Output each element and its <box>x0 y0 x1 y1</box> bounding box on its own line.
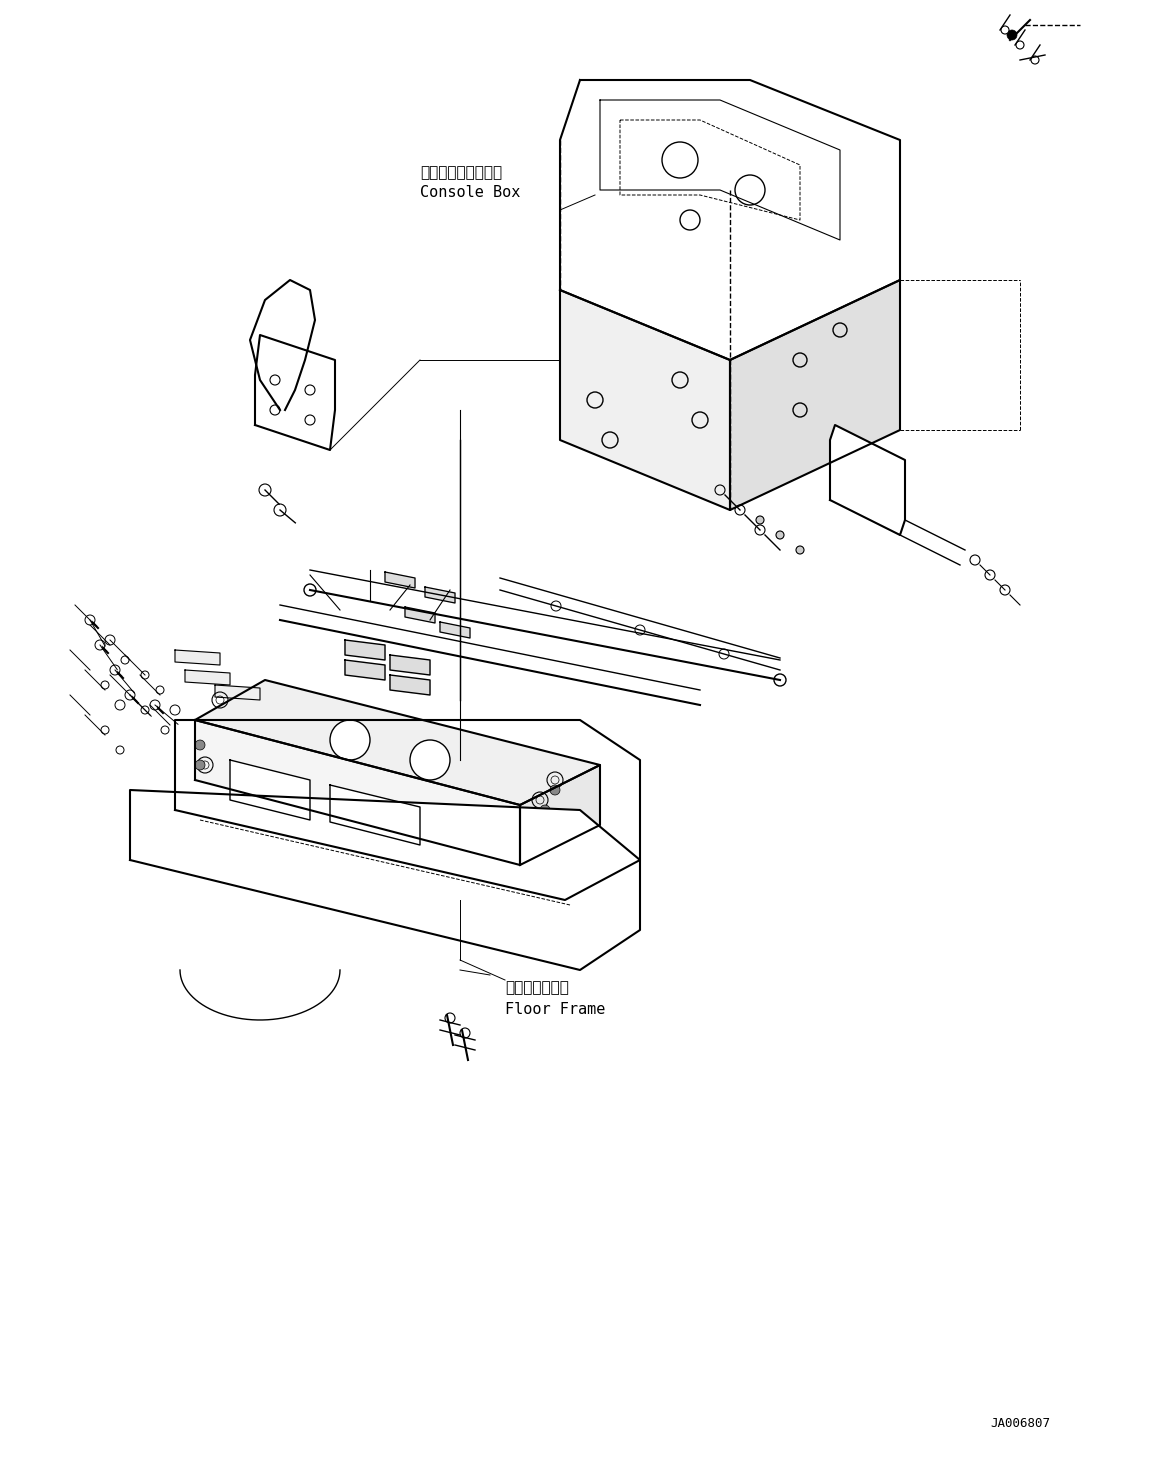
Circle shape <box>101 726 109 734</box>
Polygon shape <box>390 656 430 675</box>
Circle shape <box>170 705 180 715</box>
Polygon shape <box>195 680 600 804</box>
Circle shape <box>160 726 169 734</box>
Polygon shape <box>405 607 435 623</box>
Circle shape <box>540 804 550 815</box>
Polygon shape <box>345 639 385 660</box>
Polygon shape <box>424 587 455 603</box>
Polygon shape <box>440 622 470 638</box>
Circle shape <box>1016 41 1023 50</box>
Circle shape <box>116 746 124 753</box>
Circle shape <box>101 680 109 689</box>
Circle shape <box>121 656 129 664</box>
Circle shape <box>330 720 370 761</box>
Polygon shape <box>520 765 600 864</box>
Circle shape <box>776 531 784 539</box>
Text: コンソールボックス: コンソールボックス <box>420 165 502 180</box>
Circle shape <box>115 699 124 710</box>
Circle shape <box>85 615 95 625</box>
Text: JA006807: JA006807 <box>990 1418 1050 1429</box>
Polygon shape <box>230 761 311 821</box>
Circle shape <box>110 664 120 675</box>
Circle shape <box>95 639 105 650</box>
Circle shape <box>304 584 316 596</box>
Polygon shape <box>561 291 730 510</box>
Polygon shape <box>185 670 230 685</box>
Circle shape <box>150 699 160 710</box>
Circle shape <box>1032 55 1039 64</box>
Circle shape <box>551 602 561 610</box>
Circle shape <box>195 761 205 769</box>
Circle shape <box>141 707 149 714</box>
Text: Console Box: Console Box <box>420 185 520 200</box>
Circle shape <box>1001 26 1009 34</box>
Polygon shape <box>561 80 900 361</box>
Polygon shape <box>330 785 420 845</box>
Circle shape <box>550 785 561 796</box>
Text: フロアフレーム: フロアフレーム <box>505 980 569 996</box>
Circle shape <box>411 740 450 780</box>
Polygon shape <box>345 660 385 680</box>
Polygon shape <box>195 720 520 864</box>
Circle shape <box>775 675 786 686</box>
Circle shape <box>635 625 645 635</box>
Circle shape <box>124 691 135 699</box>
Text: Floor Frame: Floor Frame <box>505 1002 606 1018</box>
Polygon shape <box>730 280 900 510</box>
Polygon shape <box>830 425 905 534</box>
Circle shape <box>180 734 190 745</box>
Circle shape <box>719 650 729 658</box>
Circle shape <box>105 635 115 645</box>
Polygon shape <box>215 685 261 699</box>
Circle shape <box>195 740 205 750</box>
Polygon shape <box>390 675 430 695</box>
Circle shape <box>756 515 764 524</box>
Polygon shape <box>255 334 335 450</box>
Circle shape <box>1007 31 1016 39</box>
Polygon shape <box>130 790 640 969</box>
Polygon shape <box>385 572 415 588</box>
Polygon shape <box>174 720 640 899</box>
Circle shape <box>141 672 149 679</box>
Circle shape <box>795 546 804 553</box>
Polygon shape <box>174 650 220 664</box>
Circle shape <box>156 686 164 693</box>
